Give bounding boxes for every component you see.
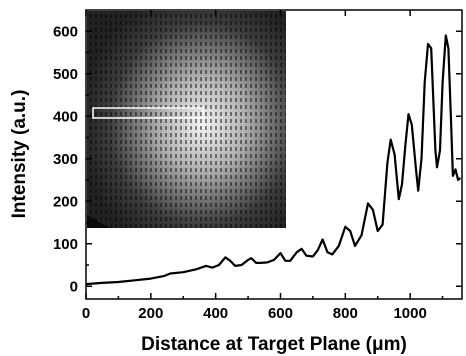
axis-ticks [85,10,462,299]
y-axis-title: Intensity (a.u.) [9,90,30,219]
y-tick-label: 200 [53,193,78,210]
x-tick-label: 0 [82,305,90,322]
x-tick-label: 800 [333,305,358,322]
y-tick-label: 300 [53,151,78,168]
x-tick-label: 1000 [393,305,426,322]
intensity-line [86,34,462,286]
y-tick-label: 0 [70,278,78,295]
inset-selection-box [92,107,204,119]
y-tick-label: 600 [53,23,78,40]
x-tick-label: 200 [138,305,163,322]
y-tick-label: 400 [53,108,78,125]
inset-beam-image [87,11,286,228]
y-tick-label: 100 [53,236,78,253]
x-tick-label: 600 [268,305,293,322]
tick-labels: 0 200 400 600 800 1000 0 100 200 300 400 500 600 [53,23,427,322]
y-tick-label: 500 [53,66,78,83]
x-axis-title: Distance at Target Plane (μm) [141,334,407,355]
plot-frame [85,9,463,300]
x-tick-label: 400 [203,305,228,322]
